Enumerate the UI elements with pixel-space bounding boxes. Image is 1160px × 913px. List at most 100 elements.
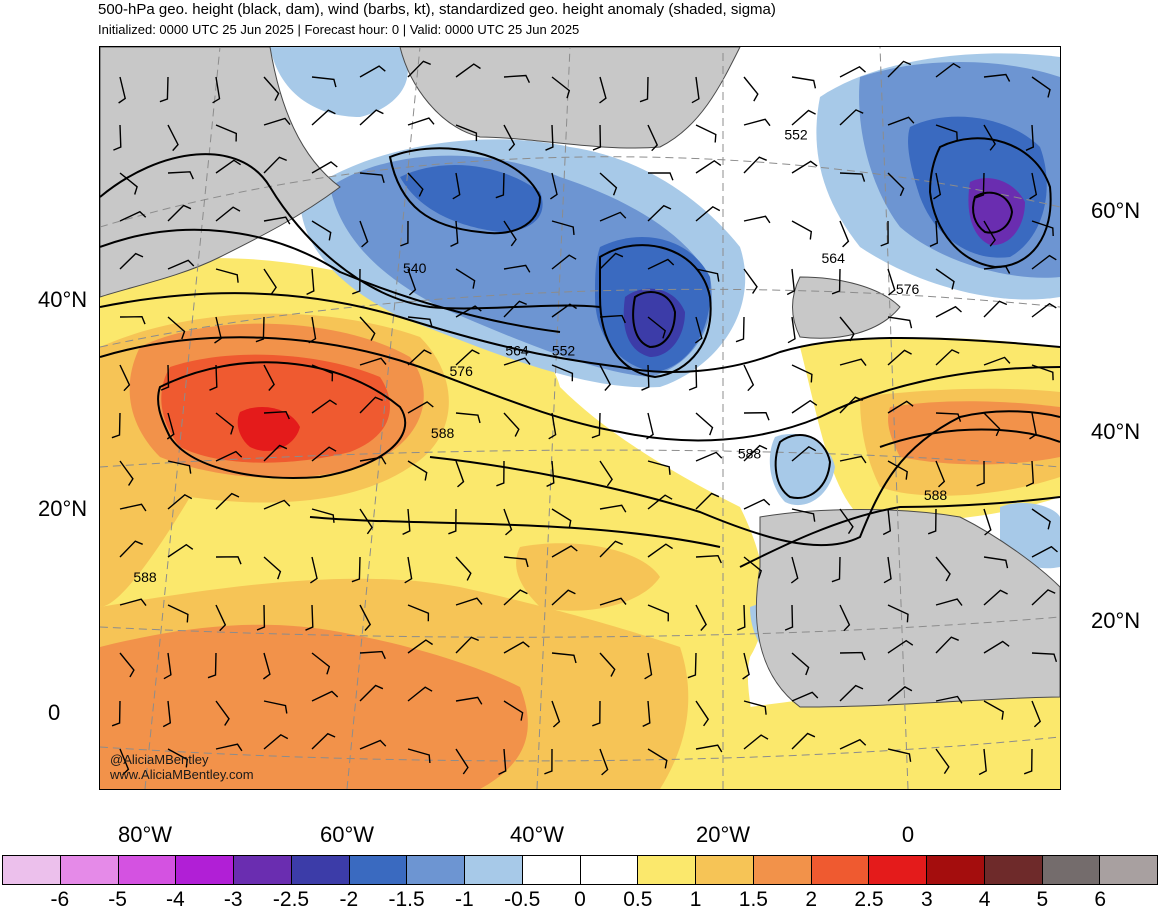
graticule xyxy=(100,47,1060,789)
lon-label-40w: 40°W xyxy=(509,822,565,847)
wind-barb xyxy=(647,204,672,222)
wind-barb xyxy=(263,499,291,510)
colorbar-swatch xyxy=(118,856,177,884)
wind-barb xyxy=(263,76,280,101)
wind-barb xyxy=(119,503,147,512)
wind-barb xyxy=(599,748,609,776)
wind-barb xyxy=(162,700,172,728)
colorbar-swatch xyxy=(522,856,581,884)
wind-barb xyxy=(256,604,266,631)
wind-barb xyxy=(887,60,912,78)
wind-barb xyxy=(455,349,480,366)
wind-barb xyxy=(311,446,337,462)
colorbar-tick-label: 1 xyxy=(689,888,702,911)
wind-barb xyxy=(159,76,169,103)
wind-barb xyxy=(215,124,238,142)
wind-barb xyxy=(839,455,867,464)
wind-barb xyxy=(215,556,242,565)
wind-barb xyxy=(215,604,227,632)
wind-barb xyxy=(407,172,424,197)
colorbar-tick-label: 0.5 xyxy=(623,888,653,911)
chart-subtitle: Initialized: 0000 UTC 25 Jun 2025 | Fore… xyxy=(98,22,580,37)
wind-barb xyxy=(791,220,813,240)
wind-barb xyxy=(983,640,1010,654)
wind-barb xyxy=(215,492,240,510)
wind-barb xyxy=(647,604,670,622)
wind-barb xyxy=(935,695,963,704)
wind-barb xyxy=(983,412,1001,437)
wind-barb xyxy=(1031,302,1057,318)
wind-barb xyxy=(167,493,193,510)
wind-barb xyxy=(263,156,287,174)
anomaly-1-5-sw xyxy=(100,624,528,789)
wind-barb xyxy=(118,76,126,104)
wind-barb xyxy=(167,460,192,474)
contour-label: 540 xyxy=(403,260,427,276)
land-europe-west xyxy=(792,276,901,339)
wind-barb xyxy=(407,349,432,366)
wind-barb xyxy=(1031,220,1054,237)
wind-barb xyxy=(495,172,505,199)
wind-barb xyxy=(1031,700,1042,728)
wind-barb xyxy=(119,210,147,222)
wind-barb xyxy=(743,411,770,421)
chart-title: 500-hPa geo. height (black, dam), wind (… xyxy=(98,1,776,18)
wind-barb xyxy=(359,357,387,366)
colorbar-swatch xyxy=(638,856,696,884)
wind-barb xyxy=(119,172,138,195)
wind-barb xyxy=(311,652,331,675)
colorbar-tick-label: 5 xyxy=(1036,888,1049,911)
wind-barb xyxy=(591,412,601,439)
wind-barb xyxy=(455,597,483,606)
colorbar-tick-label: -3 xyxy=(223,888,243,911)
wind-barb xyxy=(551,589,576,606)
wind-barb xyxy=(119,540,143,558)
wind-barb xyxy=(407,460,428,481)
wind-barb xyxy=(935,268,955,290)
wind-barb xyxy=(784,604,794,631)
wind-barb xyxy=(647,316,667,339)
wind-barb xyxy=(450,220,459,248)
wind-barb xyxy=(359,65,386,78)
land-north-america-north xyxy=(100,47,341,298)
wind-barb xyxy=(551,220,575,235)
wind-barb xyxy=(160,364,170,391)
colorbar-tick-label: 1.5 xyxy=(738,888,768,911)
wind-barb xyxy=(791,445,817,462)
wind-barb xyxy=(407,639,433,654)
wind-barb xyxy=(883,556,892,584)
wind-barb xyxy=(1031,508,1051,530)
wind-barb xyxy=(551,254,577,270)
wind-barb xyxy=(743,498,771,510)
wind-barb xyxy=(599,504,627,513)
wind-barb xyxy=(119,364,131,392)
wind-barb xyxy=(695,412,714,436)
wind-barb xyxy=(743,215,771,224)
wind-barb xyxy=(983,73,1011,82)
contour-label: 576 xyxy=(896,281,920,297)
wind-barb xyxy=(599,76,607,104)
wind-barb xyxy=(215,700,230,726)
wind-barb xyxy=(214,316,222,344)
wind-barb xyxy=(786,268,796,296)
wind-barb xyxy=(551,508,572,529)
wind-barb xyxy=(308,316,317,344)
wind-barb xyxy=(927,508,937,535)
wind-barb xyxy=(887,349,912,366)
wind-barb xyxy=(503,74,531,84)
wind-barb xyxy=(695,205,721,222)
wind-barb xyxy=(359,316,376,341)
wind-barb xyxy=(743,734,769,750)
wind-barb xyxy=(352,268,361,295)
wind-barb xyxy=(935,748,950,774)
wind-barb xyxy=(647,124,659,152)
wind-barb xyxy=(263,733,289,750)
height-contours xyxy=(100,137,1060,568)
wind-barbs xyxy=(111,60,1058,776)
anomaly-colorbar xyxy=(2,855,1158,885)
colorbar-tick-label: -6 xyxy=(50,888,70,911)
wind-barb xyxy=(839,604,851,632)
wind-barb xyxy=(119,460,134,486)
wind-barb xyxy=(503,508,513,536)
wind-barb xyxy=(263,556,282,580)
